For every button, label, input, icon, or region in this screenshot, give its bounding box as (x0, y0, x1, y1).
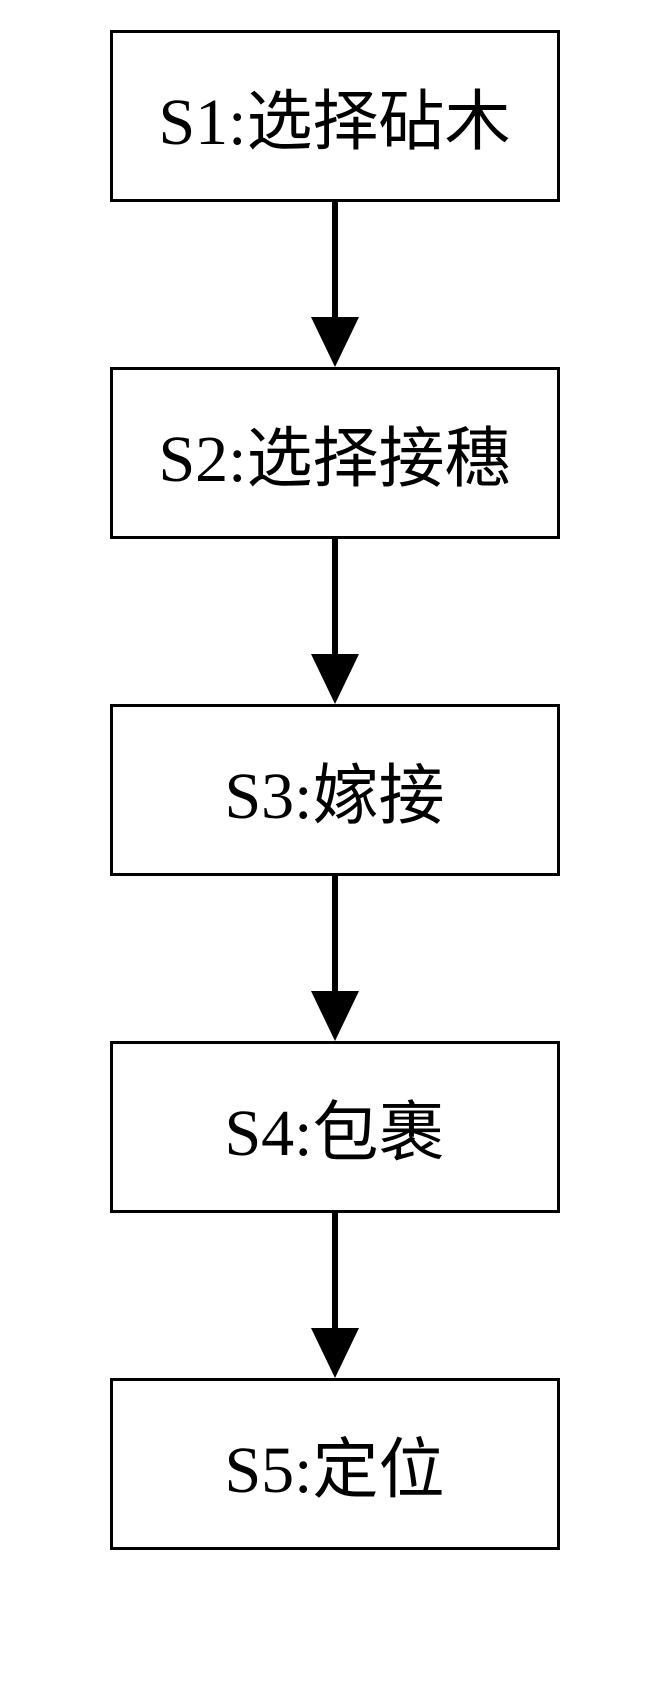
arrow-down-icon (311, 539, 359, 704)
arrow-down-icon (311, 876, 359, 1041)
step-label: S5:定位 (224, 1416, 444, 1512)
step-box-s5: S5:定位 (110, 1378, 560, 1550)
step-label: S4:包裹 (224, 1079, 444, 1175)
arrow-down-icon (311, 202, 359, 367)
arrow-head (311, 654, 359, 704)
step-label: S3:嫁接 (224, 742, 444, 838)
arrow-line (332, 1213, 338, 1328)
step-box-s1: S1:选择砧木 (110, 30, 560, 202)
step-label: S2:选择接穗 (158, 405, 510, 501)
arrow-head (311, 317, 359, 367)
step-box-s4: S4:包裹 (110, 1041, 560, 1213)
arrow-head (311, 1328, 359, 1378)
flowchart-container: S1:选择砧木 S2:选择接穗 S3:嫁接 S4:包裹 S5:定位 (110, 30, 560, 1550)
step-label: S1:选择砧木 (158, 68, 510, 164)
arrow-line (332, 876, 338, 991)
step-box-s2: S2:选择接穗 (110, 367, 560, 539)
arrow-line (332, 202, 338, 317)
arrow-head (311, 991, 359, 1041)
arrow-down-icon (311, 1213, 359, 1378)
arrow-line (332, 539, 338, 654)
step-box-s3: S3:嫁接 (110, 704, 560, 876)
